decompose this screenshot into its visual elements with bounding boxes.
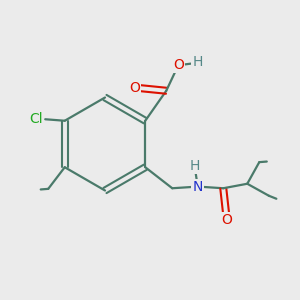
Text: H: H (193, 55, 203, 69)
Text: O: O (221, 213, 232, 227)
Text: O: O (129, 81, 140, 95)
Text: O: O (173, 58, 184, 72)
Text: Cl: Cl (29, 112, 43, 126)
Text: N: N (193, 180, 203, 194)
Text: H: H (190, 159, 200, 173)
